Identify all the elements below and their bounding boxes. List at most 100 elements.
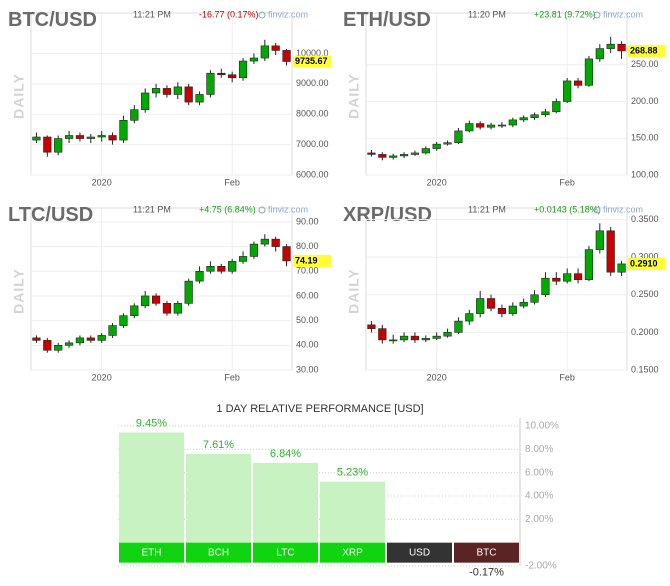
- ticker-title: ETH/USD: [343, 9, 431, 31]
- candle-body: [32, 136, 41, 141]
- price-tag: [628, 44, 666, 57]
- y-tick-label: 100.00: [631, 169, 659, 179]
- change: +23.81 (9.72%): [534, 9, 596, 19]
- price-label: 268.88: [630, 45, 658, 55]
- candle-body: [97, 335, 106, 341]
- ticker-title: LTC/USD: [8, 204, 93, 226]
- time: 11:21 PM: [133, 9, 171, 19]
- y-tick-label: 10000.0: [296, 48, 329, 58]
- y-tick-label: 0.2500: [631, 289, 659, 299]
- ticker-title: BTC/USD: [8, 9, 97, 31]
- candle-body: [141, 295, 150, 307]
- candle-body: [173, 86, 182, 95]
- candle-body: [606, 43, 615, 49]
- candle-body: [249, 57, 259, 62]
- category-label: USD: [409, 547, 430, 558]
- x-tick-label: 2020: [92, 177, 112, 187]
- side-label: DAILY: [346, 268, 362, 314]
- value-label: 9.45%: [136, 417, 167, 429]
- candle-body: [530, 294, 539, 303]
- y-tick-label: 30.00: [296, 364, 319, 374]
- plot-area: [30, 12, 293, 176]
- candle-body: [443, 332, 452, 337]
- value-label: -0.17%: [469, 567, 504, 579]
- x-tick-label: 2020: [92, 372, 112, 382]
- category-label: BCH: [208, 547, 229, 558]
- candle-body: [32, 337, 41, 341]
- candle-body: [508, 305, 517, 314]
- value-label: 6.84%: [270, 448, 301, 460]
- candle-body: [75, 135, 85, 139]
- candle-body: [584, 249, 594, 281]
- y-tick-label: 7000.00: [296, 139, 329, 149]
- candle-body: [541, 111, 550, 116]
- candle-body: [119, 120, 128, 141]
- candle-body: [43, 340, 52, 351]
- y-tick-label: 0.1500: [631, 364, 659, 374]
- candle-body: [271, 45, 280, 51]
- y-tick-label: 70.00: [296, 266, 319, 276]
- candle-body: [260, 45, 269, 59]
- candle-body: [228, 74, 237, 79]
- candle-body: [260, 238, 269, 245]
- candle-body: [606, 230, 615, 273]
- candle-body: [519, 301, 528, 307]
- candle-body: [367, 152, 376, 155]
- category-strip: [186, 542, 251, 563]
- candle-body: [228, 261, 237, 272]
- candle-body: [595, 230, 604, 250]
- candle-body: [432, 335, 441, 339]
- candle-body: [86, 136, 95, 139]
- candle-body: [206, 72, 215, 95]
- category-strip: [454, 542, 519, 563]
- candle-body: [130, 109, 139, 121]
- y-tick-label: 0.3000: [631, 252, 659, 262]
- plot-area: [365, 12, 628, 176]
- source: finviz.com: [268, 204, 308, 214]
- source: finviz.com: [603, 204, 643, 214]
- time: 11:20 PM: [468, 9, 506, 19]
- candle-body: [54, 345, 63, 351]
- x-tick-label: Feb: [559, 372, 575, 382]
- y-tick-label: 10.00%: [525, 421, 559, 432]
- y-tick-label: 8.00%: [525, 444, 553, 455]
- y-tick-label: 200.00: [631, 96, 659, 106]
- candle-body: [399, 154, 409, 157]
- candle-body: [206, 266, 215, 272]
- candle-body: [486, 124, 496, 128]
- candle-body: [108, 135, 117, 141]
- price-tag: [293, 55, 331, 68]
- change: -16.77 (0.17%): [199, 9, 259, 19]
- bar: [320, 481, 385, 543]
- category-strip: [387, 542, 452, 563]
- y-tick-label: 0.3500: [631, 214, 659, 224]
- side-label: DAILY: [346, 73, 362, 119]
- candle-body: [399, 335, 409, 341]
- candle-body: [184, 86, 193, 103]
- candle-body: [184, 280, 193, 304]
- candle-body: [584, 58, 594, 86]
- candle-body: [271, 238, 280, 247]
- candle-body: [97, 135, 106, 138]
- candle-body: [64, 342, 74, 346]
- candle-body: [195, 94, 204, 103]
- candle-body: [617, 43, 626, 52]
- x-tick-label: Feb: [224, 177, 240, 187]
- candle-body: [454, 130, 463, 143]
- candle-body: [195, 270, 204, 282]
- candle-body: [119, 315, 128, 326]
- side-label: DAILY: [11, 73, 27, 119]
- category-label: LTC: [276, 547, 294, 558]
- candle-body: [573, 80, 583, 86]
- category-label: BTC: [477, 547, 497, 558]
- y-tick-label: -2.00%: [525, 561, 557, 572]
- candle-body: [54, 138, 63, 153]
- candle-body: [595, 48, 604, 60]
- candle-body: [465, 123, 474, 132]
- y-tick-label: 60.00: [296, 290, 319, 300]
- candle-body: [173, 303, 182, 314]
- candle-body: [151, 88, 161, 94]
- price-label: 9735.67: [295, 56, 328, 66]
- candle-body: [238, 60, 248, 79]
